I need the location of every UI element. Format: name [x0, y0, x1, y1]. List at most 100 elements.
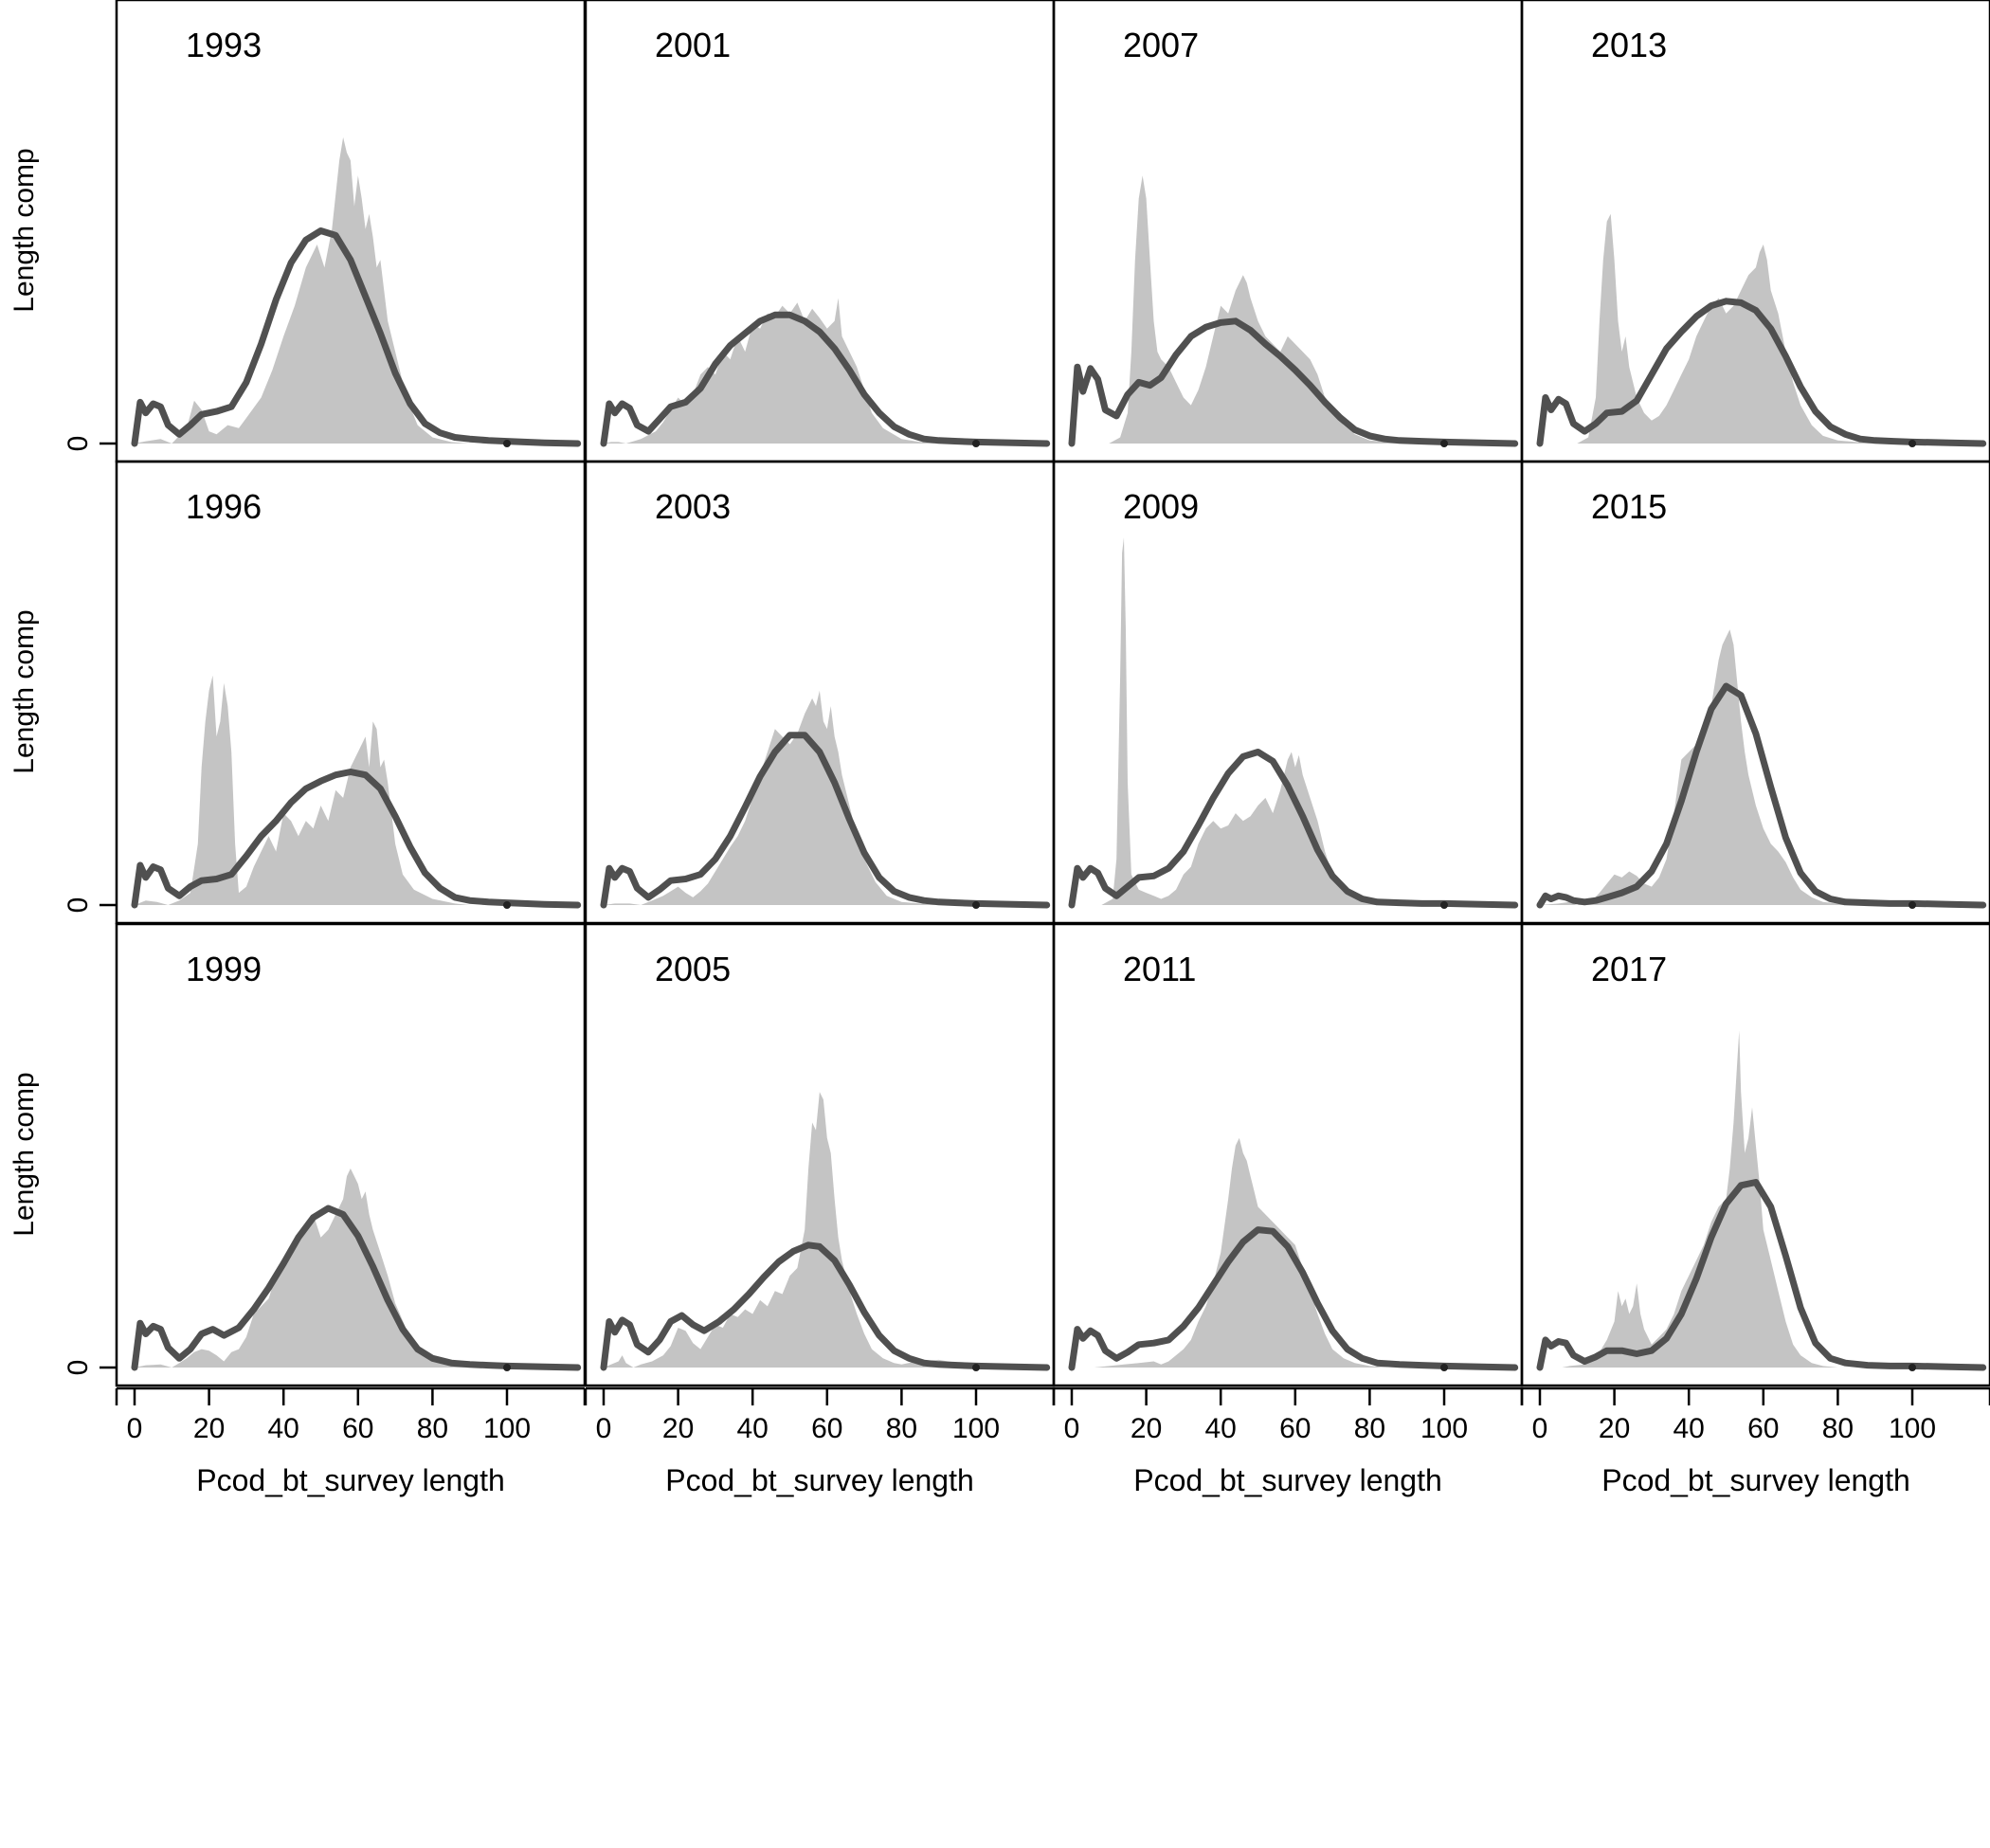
x-tick-label: 40: [268, 1413, 299, 1444]
x-tick-label: 80: [886, 1413, 917, 1444]
y-tick-label: 0: [63, 1360, 94, 1376]
expected-line-2003: [600, 732, 1051, 909]
panel-1999: 1999: [115, 922, 587, 1387]
panel-1996: 1996: [115, 460, 587, 925]
x-tick-label: 60: [1279, 1413, 1311, 1444]
panel-year-label: 2009: [1123, 487, 1199, 526]
baseline-marker-1996: [503, 901, 511, 909]
x-tick-label: 0: [127, 1413, 143, 1444]
panel-1993: 1993: [115, 0, 587, 463]
expected-line-2011: [1068, 1226, 1519, 1371]
panel-2003: 2003: [584, 460, 1056, 925]
x-tick-label: 20: [1599, 1413, 1630, 1444]
panel-border-2017: [1520, 922, 1990, 1387]
x-tick-label: 0: [596, 1413, 612, 1444]
expected-line-2017: [1536, 1179, 1987, 1371]
y-axis-label: Length comp: [9, 1072, 40, 1236]
panel-year-label: 2005: [655, 950, 731, 988]
panel-year-label: 1999: [186, 950, 262, 988]
expected-line-2005: [600, 1241, 1051, 1371]
panel-2007: 2007: [1052, 0, 1524, 463]
x-tick-label: 80: [1822, 1413, 1854, 1444]
x-tick-label: 60: [811, 1413, 842, 1444]
expected-line-1996: [131, 769, 582, 909]
panel-year-label: 2017: [1591, 950, 1667, 988]
x-tick-label: 60: [342, 1413, 373, 1444]
x-tick-label: 100: [483, 1413, 531, 1444]
expected-line-1999: [131, 1205, 582, 1371]
observed-area-1993: [135, 136, 470, 444]
x-axis-label: Pcod_bt_survey length: [665, 1463, 974, 1497]
x-tick-label: 80: [417, 1413, 448, 1444]
observed-area-2011: [1072, 1137, 1388, 1368]
x-axis-col-3: 0 20 40 60 80 100 Pcod_bt_survey length: [1052, 1386, 1524, 1497]
x-axis-col-2: 0 20 40 60 80 100 Pcod_bt_survey length: [584, 1386, 1056, 1497]
baseline-marker-2011: [1440, 1364, 1448, 1371]
panel-2001: 2001: [584, 0, 1056, 463]
baseline-marker-2003: [972, 901, 980, 909]
x-axis-label: Pcod_bt_survey length: [1133, 1463, 1442, 1497]
panel-year-label: 2001: [655, 26, 731, 64]
observed-area-2001: [604, 298, 939, 444]
panel-year-label: 2013: [1591, 26, 1667, 64]
panel-year-label: 1996: [186, 487, 262, 526]
expected-line-2007: [1068, 317, 1519, 447]
x-tick-label: 0: [1532, 1413, 1548, 1444]
x-axis-label: Pcod_bt_survey length: [196, 1463, 505, 1497]
observed-area-2009: [1072, 537, 1407, 905]
observed-area-1999: [135, 1169, 470, 1368]
observed-area-2005: [604, 1092, 995, 1368]
panels-layer: 1993 1996 1999 2001 2003 2005 2007 2009 2011 2013…: [115, 0, 1990, 1387]
x-tick-label: 20: [193, 1413, 225, 1444]
y-tick-label: 0: [63, 897, 94, 914]
x-axis-col-4: 0 20 40 60 80 100 Pcod_bt_survey length: [1520, 1386, 1990, 1497]
observed-area-2007: [1072, 175, 1407, 444]
baseline-marker-2005: [972, 1364, 980, 1371]
x-tick-label: 40: [1205, 1413, 1237, 1444]
panel-2009: 2009: [1052, 460, 1524, 925]
observed-area-2013: [1540, 213, 1875, 444]
panel-year-label: 2007: [1123, 26, 1199, 64]
expected-line-2015: [1536, 682, 1987, 909]
observed-area-2017: [1540, 1030, 1838, 1368]
baseline-marker-1993: [503, 440, 511, 447]
x-tick-label: 40: [737, 1413, 769, 1444]
panel-2011: 2011: [1052, 922, 1524, 1387]
x-tick-label: 100: [952, 1413, 1000, 1444]
observed-area-2015: [1540, 629, 1856, 905]
panel-2013: 2013: [1520, 0, 1990, 463]
expected-line-2009: [1068, 749, 1519, 909]
x-tick-label: 80: [1354, 1413, 1385, 1444]
x-tick-label: 40: [1673, 1413, 1705, 1444]
panel-2005: 2005: [584, 922, 1056, 1387]
panel-year-label: 1993: [186, 26, 262, 64]
baseline-marker-2015: [1909, 901, 1916, 909]
expected-line-2001: [600, 311, 1051, 447]
x-tick-label: 20: [662, 1413, 694, 1444]
y-axis-label: Length comp: [9, 609, 40, 773]
expected-line-1993: [131, 227, 582, 447]
axes-layer: 0 Length comp 0 Length comp 0 Length comp 0 20 4…: [9, 148, 1990, 1497]
baseline-marker-2007: [1440, 440, 1448, 447]
x-axis-label: Pcod_bt_survey length: [1601, 1463, 1910, 1497]
x-tick-label: 100: [1889, 1413, 1936, 1444]
y-tick-label: 0: [63, 436, 94, 452]
panel-2015: 2015: [1520, 460, 1990, 925]
x-tick-label: 20: [1131, 1413, 1162, 1444]
baseline-marker-1999: [503, 1364, 511, 1371]
panel-2017: 2017: [1520, 922, 1990, 1387]
panel-year-label: 2015: [1591, 487, 1667, 526]
baseline-marker-2009: [1440, 901, 1448, 909]
observed-area-2003: [604, 690, 939, 905]
baseline-marker-2001: [972, 440, 980, 447]
expected-line-2013: [1536, 298, 1987, 447]
baseline-marker-2017: [1909, 1364, 1916, 1371]
x-tick-label: 100: [1420, 1413, 1468, 1444]
x-axis-col-1: 0 20 40 60 80 100 Pcod_bt_survey length: [115, 1386, 587, 1497]
panel-year-label: 2003: [655, 487, 731, 526]
y-axis-label: Length comp: [9, 148, 40, 312]
panel-year-label: 2011: [1123, 950, 1196, 988]
baseline-marker-2013: [1909, 440, 1916, 447]
observed-area-1996: [135, 675, 470, 905]
